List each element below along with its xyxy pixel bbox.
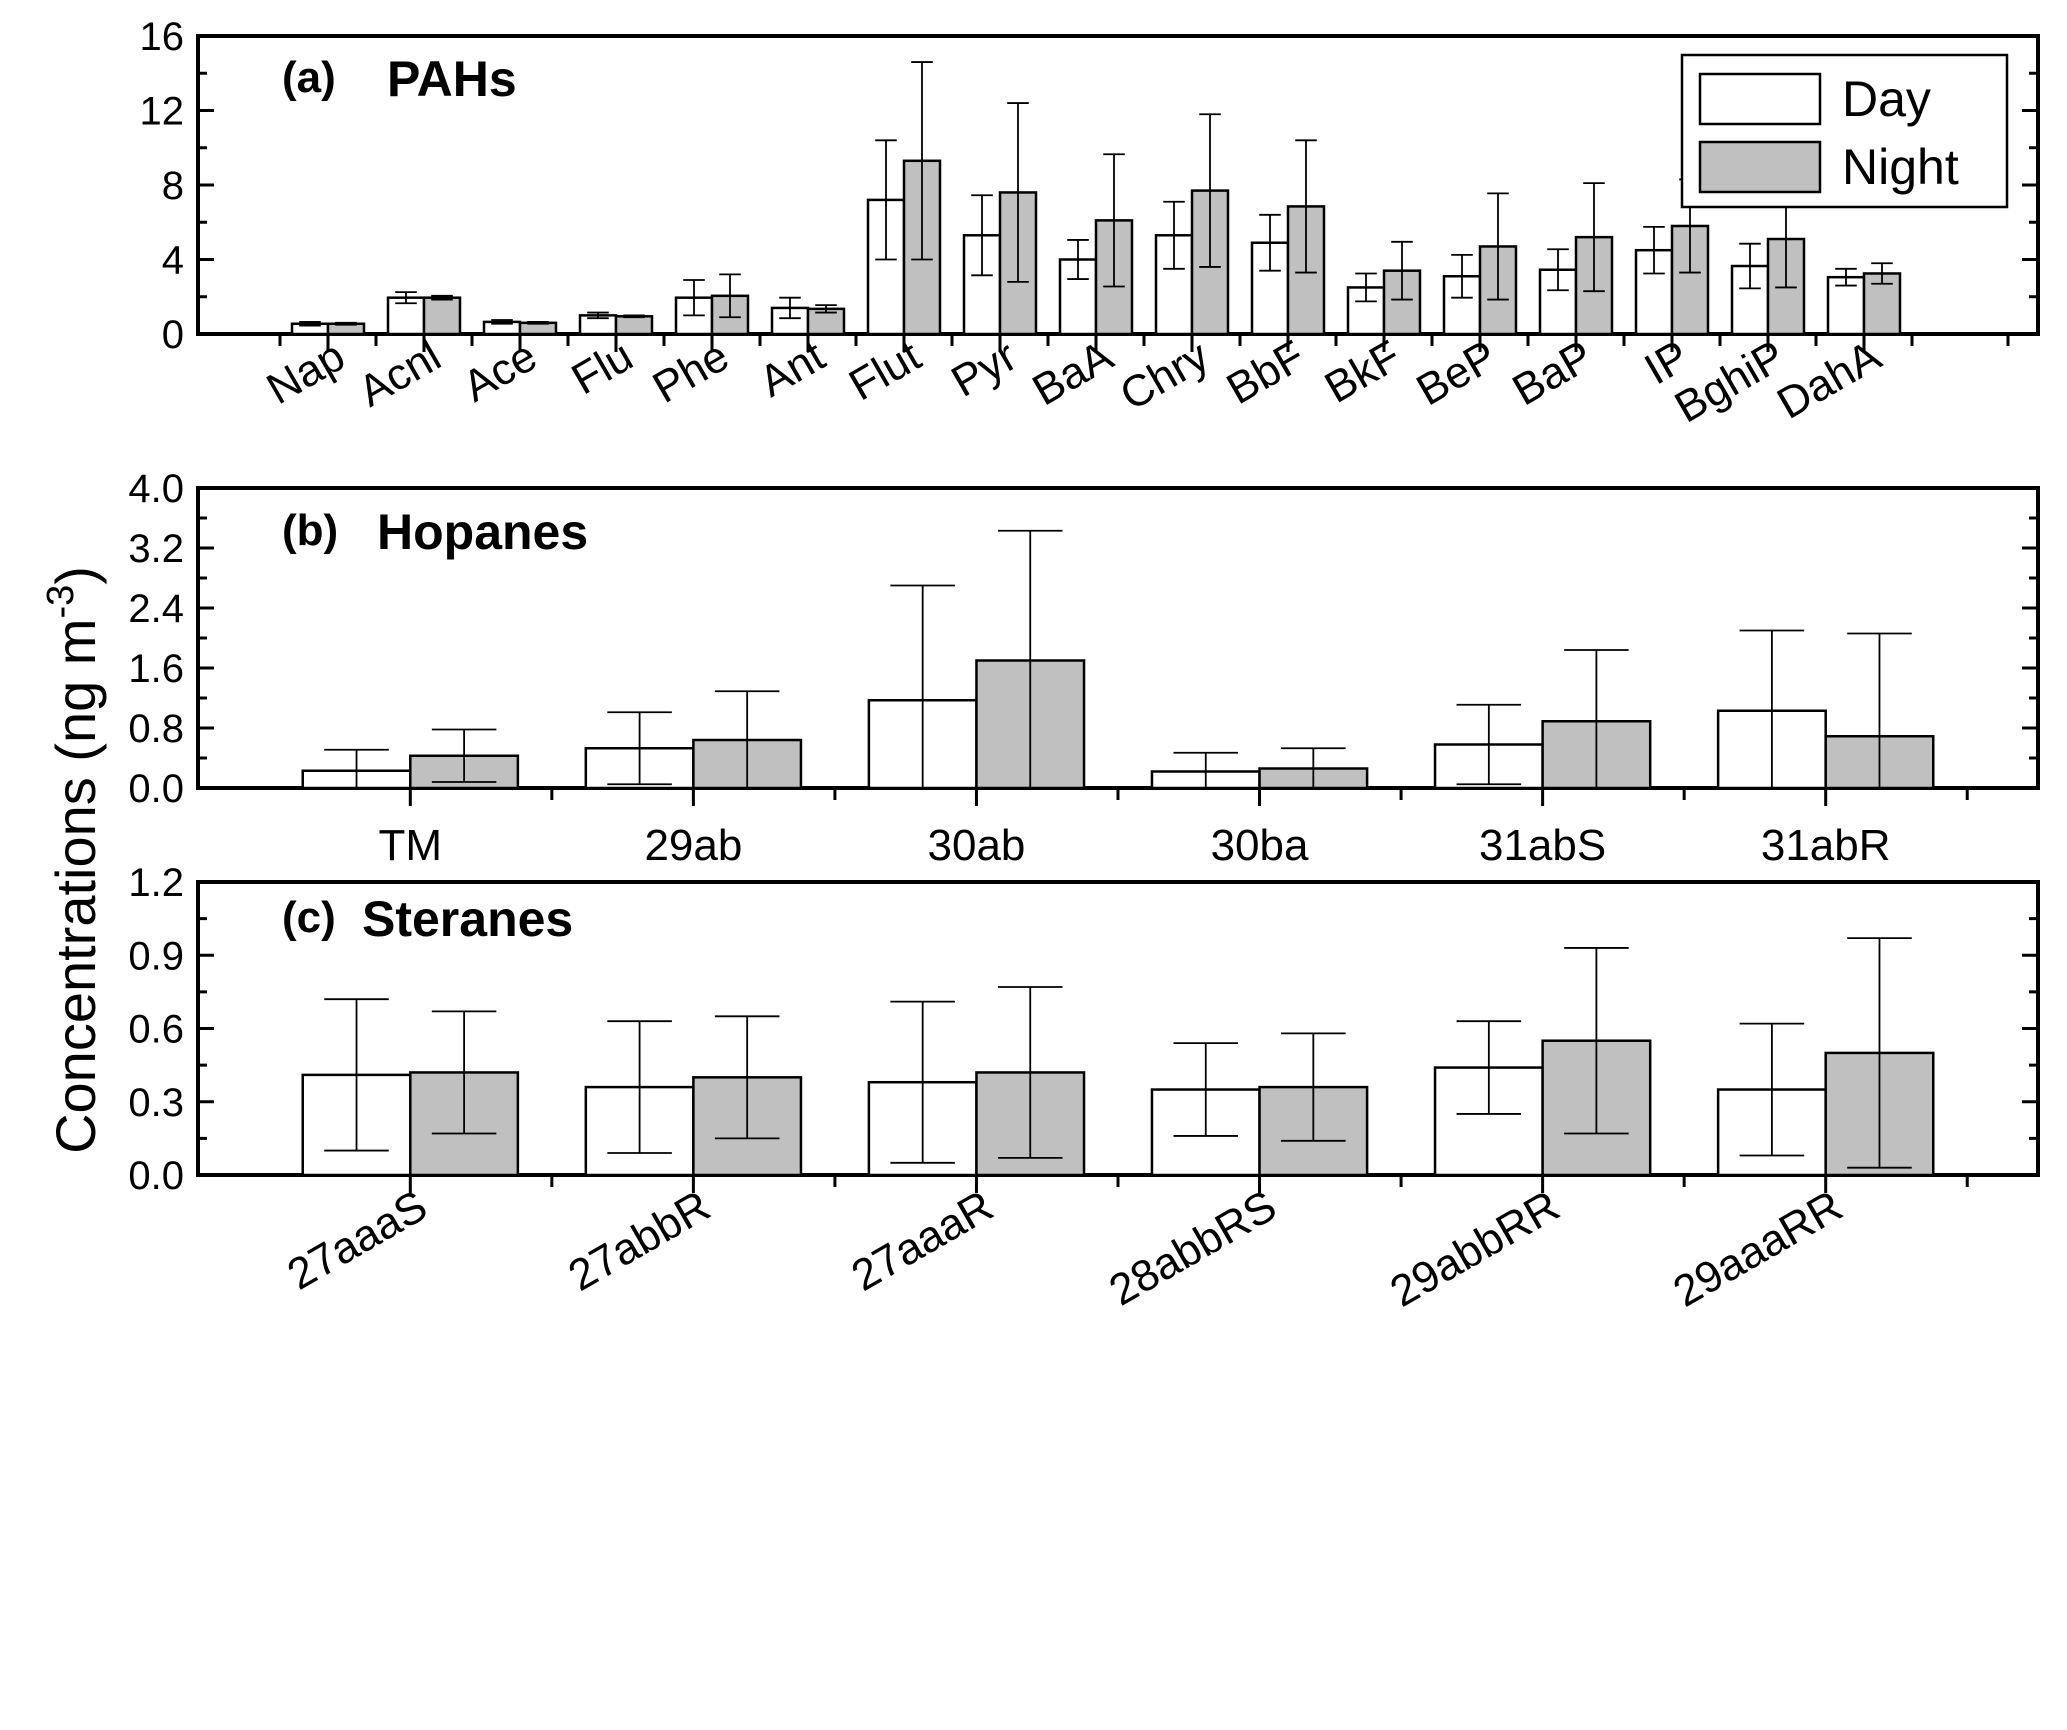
legend: Day Night: [1680, 53, 2009, 209]
x-tick-label: 27aaaS: [279, 1181, 435, 1299]
x-tick-label: BghiP: [1667, 331, 1793, 432]
x-tick-label: BbF: [1219, 331, 1313, 414]
night-bar: [806, 307, 846, 336]
panel-title: PAHs: [387, 51, 517, 107]
x-tick-label: Ace: [455, 331, 545, 411]
x-tick-label: TM: [379, 821, 443, 870]
panel-label: (a): [282, 53, 336, 102]
y-tick-label: 8: [162, 164, 184, 208]
x-tick-label: DahA: [1769, 331, 1889, 429]
y-tick-label: 4.0: [128, 467, 184, 511]
x-tick-label: Chry: [1112, 331, 1217, 420]
panel-hopanes: 0.0 0.8 1.6 2.4 3.2 4.0 TM 29ab 30ab 30ba 31abS 31a…: [128, 467, 2040, 870]
legend-swatch-day: [1698, 72, 1822, 126]
x-tick-label: 29ab: [644, 821, 742, 870]
x-tick-label: BeP: [1408, 331, 1505, 415]
x-tick-label: BaA: [1024, 331, 1121, 415]
y-tick-label: 0.8: [128, 707, 184, 751]
legend-label-day: Day: [1842, 71, 1931, 127]
x-tick-label: Acnl: [350, 331, 449, 416]
y-tick-label: 0.9: [128, 934, 184, 978]
x-tick-label: 29aaaRR: [1665, 1181, 1850, 1316]
y-tick-label: 16: [140, 15, 185, 59]
y-tick-label: 3.2: [128, 527, 184, 571]
x-tick-label: Flu: [564, 331, 641, 404]
x-tick-label: Pyr: [943, 331, 1025, 406]
x-tick-label: 30ab: [928, 821, 1026, 870]
x-tick-label: 31abS: [1479, 821, 1606, 870]
y-tick-label: 0.3: [128, 1081, 184, 1125]
y-tick-label: 2.4: [128, 587, 184, 631]
x-tick-label: 29abbRR: [1382, 1181, 1567, 1316]
panel-label: (c): [282, 893, 336, 942]
day-bar: [1433, 1066, 1544, 1177]
y-tick-label: 1.2: [128, 861, 184, 905]
y-tick-label: 0.0: [128, 767, 184, 811]
x-tick-label: Nap: [259, 331, 353, 414]
y-tick-label: 0.0: [128, 1154, 184, 1198]
legend-swatch-night: [1698, 140, 1822, 194]
x-tick-label: BkF: [1317, 331, 1409, 413]
x-tick-label: BaP: [1504, 331, 1601, 415]
x-tick-label: 28abbRS: [1101, 1181, 1284, 1315]
night-bar: [422, 296, 462, 336]
y-axis-label-superscript: -3: [40, 585, 82, 619]
x-tick-label: 27abbR: [560, 1181, 718, 1301]
x-tick-label: Ant: [751, 331, 833, 406]
x-tick-label: 30ba: [1211, 821, 1309, 870]
panel-title: Steranes: [362, 891, 573, 947]
panel-steranes: 0.0 0.3 0.6 0.9 1.2 27aaaS 27abbR 27aaaR 28abbRS…: [128, 861, 2040, 1317]
y-tick-label: 4: [162, 239, 184, 283]
y-axis-label: Concentrations (ng m-3): [40, 566, 107, 1154]
y-axis-label-main: Concentrations (ng m: [44, 619, 107, 1154]
y-tick-label: 0.6: [128, 1008, 184, 1052]
x-tick-label: Phe: [645, 331, 737, 413]
panel-title: Hopanes: [377, 504, 588, 560]
y-tick-label: 0: [162, 313, 184, 357]
y-axis-label-close: ): [44, 566, 107, 585]
panel-label: (b): [282, 506, 338, 555]
x-tick-label: 31abR: [1761, 821, 1891, 870]
legend-label-night: Night: [1842, 139, 1959, 195]
x-tick-label: Flut: [841, 331, 929, 410]
y-tick-label: 12: [140, 90, 185, 134]
y-tick-label: 1.6: [128, 647, 184, 691]
night-bar: [614, 315, 654, 336]
x-tick-label: 27aaaR: [843, 1181, 1001, 1301]
